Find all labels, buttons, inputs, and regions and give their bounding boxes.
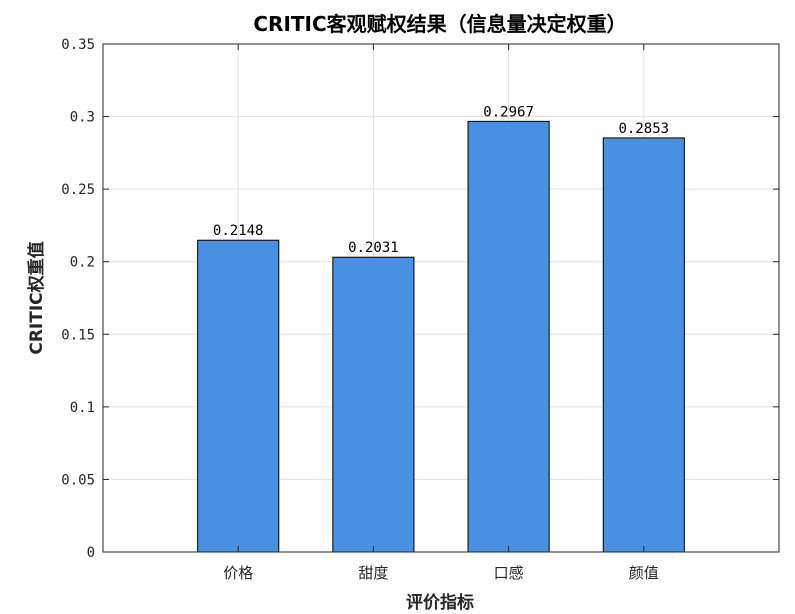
y-tick-label: 0.1	[70, 400, 95, 416]
y-tick-label: 0.3	[70, 110, 95, 126]
y-tick-label: 0.15	[61, 327, 95, 343]
data-labels: 0.2148 0.2031 0.2967 0.2853	[213, 104, 669, 256]
ticks: 0 0.05 0.1 0.15 0.2 0.25 0.3 0.35 价格 甜度 口感 颜值	[61, 37, 779, 582]
bar-1	[197, 239, 280, 553]
bar-value-label: 0.2853	[619, 121, 670, 137]
bar-3	[467, 120, 550, 553]
x-tick-label: 口感	[494, 564, 524, 582]
y-tick-label: 0.35	[61, 37, 95, 53]
x-tick-label: 价格	[223, 564, 253, 582]
plot-area-frame	[102, 43, 780, 553]
y-tick-label: 0.05	[61, 472, 95, 488]
chart-title: CRITIC客观赋权结果（信息量决定权重）	[253, 12, 626, 36]
bar-2	[332, 256, 415, 553]
bars	[197, 120, 685, 553]
bar-value-label: 0.2967	[483, 104, 534, 120]
y-tick-label: 0.25	[61, 182, 95, 198]
x-tick-label: 颜值	[629, 564, 659, 582]
axes	[102, 43, 780, 553]
bar-value-label: 0.2148	[213, 223, 264, 239]
x-axis-label: 评价指标	[406, 592, 474, 613]
bar-value-label: 0.2031	[348, 240, 399, 256]
bar-4	[602, 137, 685, 553]
y-tick-label: 0	[87, 545, 95, 561]
y-tick-label: 0.2	[70, 255, 95, 271]
y-axis-label: CRITIC权重值	[26, 241, 47, 354]
x-tick-label: 甜度	[358, 564, 388, 582]
